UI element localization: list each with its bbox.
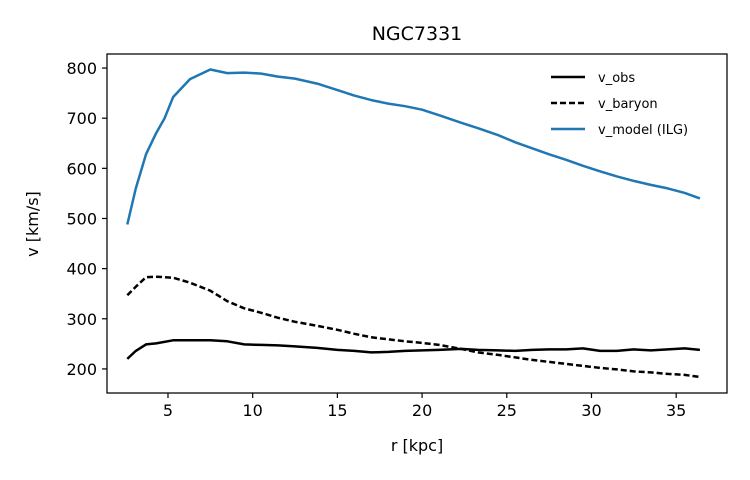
legend-label-v-baryon: v_baryon — [598, 97, 658, 112]
x-axis-ticks: 5 10 15 20 25 30 35 — [163, 393, 686, 420]
series-layer — [126, 68, 701, 379]
legend-label-v-obs: v_obs — [598, 71, 635, 86]
y-tick-label: 800 — [66, 59, 97, 78]
y-tick-label: 600 — [66, 159, 97, 178]
x-tick-label: 20 — [412, 401, 432, 420]
y-tick-label: 400 — [66, 260, 97, 279]
y-tick-label: 500 — [66, 209, 97, 228]
y-tick-label: 200 — [66, 360, 97, 379]
x-tick-label: 25 — [497, 401, 517, 420]
x-axis-label: r [kpc] — [391, 436, 443, 455]
x-tick-label: 10 — [243, 401, 263, 420]
legend: v_obs v_baryon v_model (ILG) — [551, 71, 688, 138]
x-tick-label: 30 — [581, 401, 601, 420]
series-line-v-model-ilg — [126, 68, 701, 225]
plot-area-frame — [106, 53, 728, 394]
chart-title: NGC7331 — [372, 23, 463, 45]
y-tick-label: 700 — [66, 109, 97, 128]
y-axis-ticks: 200 300 400 500 600 700 800 — [66, 59, 107, 379]
y-tick-label: 300 — [66, 310, 97, 329]
x-tick-label: 35 — [666, 401, 686, 420]
series-line-v-baryon — [126, 275, 701, 379]
y-axis-label: v [km/s] — [23, 191, 42, 257]
x-tick-label: 15 — [327, 401, 347, 420]
legend-label-v-model-ilg: v_model (ILG) — [598, 123, 688, 138]
x-tick-label: 5 — [163, 401, 173, 420]
series-line-v-obs — [126, 339, 701, 360]
